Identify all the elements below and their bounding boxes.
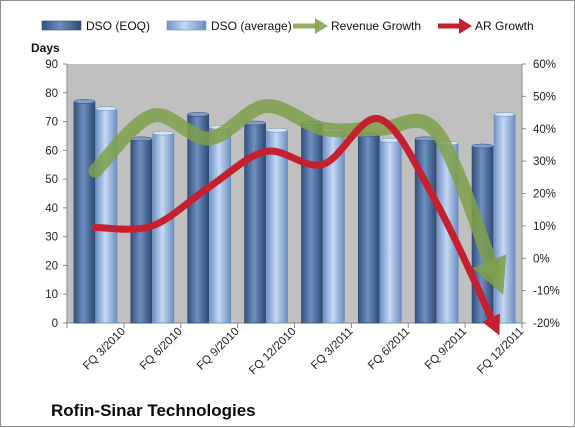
left-tick-label: 80 — [45, 88, 58, 100]
left-tick-label: 60 — [45, 145, 58, 157]
legend-swatch-dso-eoq — [41, 20, 82, 31]
lines-layer — [88, 99, 507, 336]
x-tick-label: FQ 6/2010 — [138, 326, 185, 373]
bar-cap-dso-eoq — [187, 112, 209, 117]
left-tick-label: 10 — [45, 289, 58, 301]
x-tick-label: FQ 6/2011 — [366, 326, 412, 372]
bar-dso-eoq — [301, 122, 323, 324]
line-revenue-growth — [88, 99, 507, 295]
legend-label-dso-average: DSO (average) — [211, 19, 292, 33]
x-tick-label: FQ 12/2010 — [247, 326, 298, 377]
legend-arrow-revenue-growth — [293, 18, 328, 34]
legend: DSO (EOQ) DSO (average) Revenue Growth A… — [41, 18, 534, 34]
bar-dso-eoq — [187, 114, 210, 324]
legend-swatch-dso-average — [166, 20, 207, 31]
legend-label-revenue-growth: Revenue Growth — [331, 19, 421, 33]
legend-label-ar-growth: AR Growth — [475, 19, 534, 33]
right-tick-label: -20% — [533, 318, 560, 330]
bar-dso-eoq — [357, 134, 380, 324]
x-tick-label: FQ 9/2011 — [423, 326, 469, 372]
right-tick-label: 60% — [533, 59, 556, 71]
bar-cap-dso-average — [95, 106, 118, 111]
legend-arrow-ar-growth — [438, 18, 472, 34]
right-tick-label: 10% — [533, 221, 556, 233]
right-tick-label: 50% — [533, 91, 556, 103]
left-tick-label: 50 — [45, 174, 58, 186]
right-tick-label: -10% — [533, 286, 560, 298]
left-axis-title: Days — [31, 41, 60, 55]
bar-cap-dso-average — [266, 127, 288, 133]
x-tick-label: FQ 9/2010 — [195, 326, 242, 373]
right-tick-label: 40% — [533, 124, 556, 136]
chart-caption: Rofin-Sinar Technologies — [51, 401, 256, 420]
left-tick-label: 0 — [52, 318, 58, 330]
bar-cap-dso-eoq — [73, 99, 96, 104]
right-tick-label: 20% — [533, 189, 556, 201]
left-tick-label: 70 — [45, 117, 58, 129]
x-axis-ticks: FQ 3/2010 FQ 6/2010 FQ 9/2010 FQ 12/2010 FQ … — [66, 323, 526, 377]
left-tick-label: 30 — [45, 232, 58, 244]
bar-dso-average — [379, 139, 402, 324]
left-axis-ticks: 0 10 20 30 40 50 60 70 80 90 — [45, 59, 67, 330]
x-tick-label: FQ 3/2010 — [81, 326, 128, 373]
legend-label-dso-eoq: DSO (EOQ) — [86, 19, 150, 33]
left-tick-label: 40 — [45, 203, 58, 215]
line-ar-growth — [91, 115, 500, 336]
bar-dso-average — [209, 126, 232, 324]
bar-cap-dso-eoq — [471, 143, 494, 149]
left-tick-label: 90 — [45, 59, 58, 71]
right-tick-label: 30% — [533, 156, 556, 168]
left-tick-label: 20 — [45, 260, 58, 272]
right-tick-label: 0% — [533, 253, 550, 265]
x-tick-label: FQ 3/2011 — [309, 326, 355, 372]
bar-dso-average — [493, 114, 516, 324]
bar-dso-eoq — [73, 101, 96, 324]
bar-cap-dso-average — [152, 130, 175, 136]
bar-dso-average — [266, 129, 288, 324]
right-axis-ticks: -20% -10% 0% 10% 20% 30% 40% 50% 60% — [522, 59, 560, 330]
bar-cap-dso-average — [493, 112, 516, 117]
x-tick-label: FQ 12/2011 — [475, 326, 526, 377]
